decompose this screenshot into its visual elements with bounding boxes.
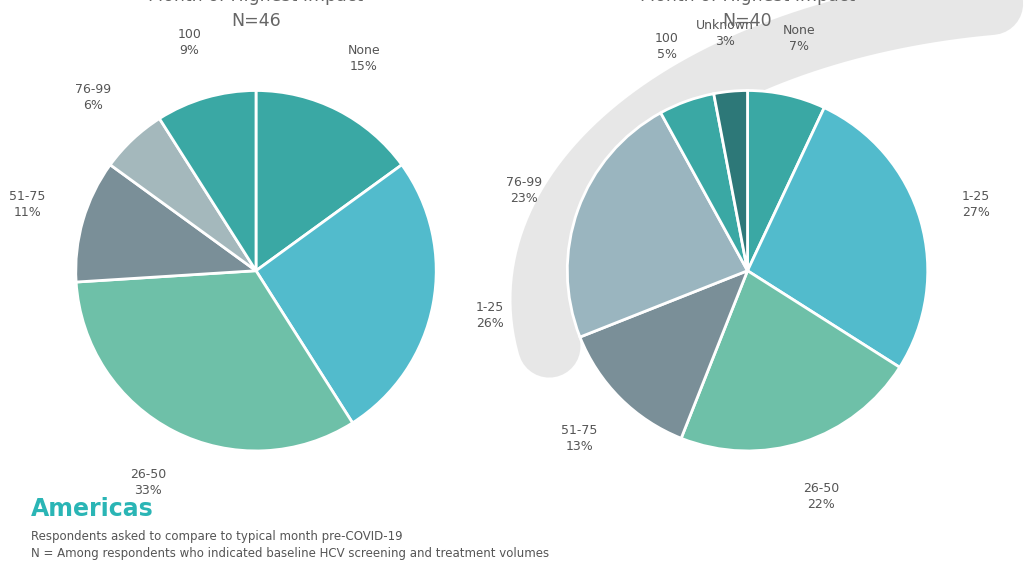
Text: 76-99
6%: 76-99 6%: [75, 83, 112, 112]
Wedge shape: [76, 271, 352, 451]
Wedge shape: [748, 90, 824, 271]
Text: Unknown
3%: Unknown 3%: [696, 20, 754, 48]
Title: Declines in Hepatitis C Screening During
Month of Highest Impact
N=46: Declines in Hepatitis C Screening During…: [79, 0, 433, 30]
Text: 26-50
22%: 26-50 22%: [803, 483, 839, 511]
Wedge shape: [111, 119, 256, 271]
Text: None
7%: None 7%: [783, 24, 816, 53]
Text: 76-99
23%: 76-99 23%: [506, 176, 542, 204]
Text: 100
5%: 100 5%: [655, 32, 679, 62]
Text: 51-75
11%: 51-75 11%: [9, 190, 46, 219]
Wedge shape: [76, 165, 256, 282]
Wedge shape: [714, 90, 748, 271]
Wedge shape: [567, 113, 748, 337]
Text: N = Among respondents who indicated baseline HCV screening and treatment volumes: N = Among respondents who indicated base…: [31, 547, 549, 560]
Text: 1-25
27%: 1-25 27%: [962, 190, 990, 219]
Wedge shape: [160, 90, 256, 271]
Text: 100
9%: 100 9%: [178, 28, 202, 57]
Wedge shape: [748, 108, 928, 367]
Wedge shape: [580, 271, 748, 438]
Text: 26-50
33%: 26-50 33%: [130, 468, 166, 497]
Text: None
15%: None 15%: [348, 44, 380, 73]
Wedge shape: [681, 271, 900, 451]
Wedge shape: [256, 90, 401, 271]
Text: 1-25
26%: 1-25 26%: [475, 301, 504, 330]
Wedge shape: [256, 165, 436, 423]
Title: Declines in Hepatitis C Treatment During
Month of Highest Impact
N=40: Declines in Hepatitis C Treatment During…: [569, 0, 926, 30]
Wedge shape: [660, 94, 748, 271]
Text: 51-75
13%: 51-75 13%: [561, 425, 597, 453]
Text: Respondents asked to compare to typical month pre-COVID-19: Respondents asked to compare to typical …: [31, 530, 402, 543]
Text: Americas: Americas: [31, 497, 154, 521]
